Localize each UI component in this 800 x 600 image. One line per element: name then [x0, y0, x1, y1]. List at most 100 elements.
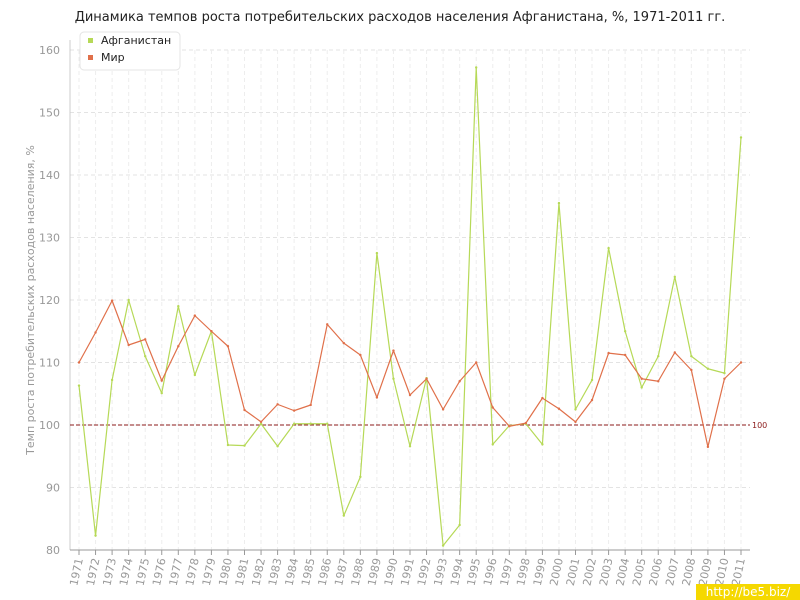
data-point — [359, 353, 362, 357]
data-point — [292, 422, 296, 425]
data-point — [144, 338, 147, 341]
data-point — [309, 403, 312, 407]
data-point — [475, 361, 478, 364]
data-point — [590, 398, 594, 402]
data-point — [342, 514, 345, 517]
x-tick-label: 1981 — [233, 557, 252, 587]
data-point — [144, 355, 147, 358]
x-tick-label: 1989 — [365, 557, 384, 587]
data-point — [706, 367, 710, 370]
y-axis-title: Темп роста потребительских расходов насе… — [24, 145, 37, 456]
series-0 — [77, 66, 743, 547]
data-point — [408, 393, 412, 397]
y-tick-label: 150 — [39, 107, 60, 120]
data-point — [160, 379, 163, 382]
data-point — [326, 422, 329, 425]
y-tick-label: 90 — [46, 482, 60, 495]
x-tick-label: 1983 — [266, 557, 285, 587]
data-point — [657, 355, 660, 358]
data-point — [77, 361, 81, 364]
data-point — [623, 330, 627, 333]
legend-swatch — [88, 38, 93, 43]
data-point — [110, 299, 114, 302]
x-tick-label: 1991 — [398, 557, 417, 587]
data-point — [723, 377, 726, 380]
y-tick-label: 100 — [39, 419, 60, 432]
y-tick-label: 120 — [39, 294, 60, 307]
y-tick-label: 80 — [46, 544, 60, 557]
x-tick-label: 1978 — [183, 557, 202, 587]
x-tick-label: 1994 — [448, 557, 467, 587]
data-point — [292, 409, 296, 412]
x-tick-label: 1993 — [431, 557, 450, 587]
data-point — [458, 523, 461, 527]
data-point — [541, 396, 544, 400]
data-point — [690, 355, 693, 358]
x-tick-label: 2004 — [614, 557, 633, 587]
data-point — [309, 422, 312, 425]
data-point — [127, 298, 130, 302]
data-point — [94, 534, 97, 537]
data-point — [392, 377, 395, 380]
data-point — [441, 408, 445, 411]
data-point — [94, 331, 97, 334]
data-point — [259, 422, 263, 425]
x-tick-label: 1998 — [514, 557, 533, 587]
data-point — [508, 425, 511, 428]
data-point — [640, 386, 643, 389]
x-tick-label: 2008 — [680, 557, 699, 587]
data-point — [177, 345, 180, 348]
data-point — [574, 420, 577, 424]
x-tick-label: 1977 — [167, 557, 186, 587]
reference-line-label: 100 — [752, 421, 767, 430]
data-point — [673, 351, 676, 354]
legend-label: Мир — [101, 51, 125, 64]
data-point — [193, 314, 197, 317]
data-point — [706, 445, 710, 449]
data-point — [607, 351, 610, 355]
data-point — [193, 373, 197, 377]
data-point — [210, 330, 213, 333]
x-tick-label: 1984 — [283, 557, 302, 587]
x-tick-label: 2007 — [663, 557, 682, 587]
x-tick-label: 1999 — [531, 557, 550, 587]
x-tick-label: 1974 — [117, 557, 136, 587]
x-tick-label: 2010 — [713, 557, 732, 587]
data-point — [375, 251, 379, 255]
y-tick-label: 160 — [39, 44, 60, 57]
x-tick-label: 1995 — [465, 557, 484, 587]
x-tick-label: 1982 — [249, 557, 268, 587]
x-tick-label: 2009 — [696, 557, 715, 587]
axes: 8090100110120130140150160197119721973197… — [24, 40, 750, 587]
legend-label: Афганистан — [101, 34, 171, 47]
data-point — [226, 345, 230, 348]
data-point — [491, 443, 494, 446]
data-point — [392, 349, 395, 352]
data-point — [623, 353, 627, 357]
chart-title: Динамика темпов роста потребительских ра… — [74, 10, 726, 25]
data-point — [739, 361, 743, 364]
data-point — [226, 443, 230, 447]
data-point — [243, 444, 246, 447]
data-point — [723, 371, 726, 375]
reference-line-group: 100 — [70, 421, 767, 430]
data-point — [160, 391, 163, 395]
data-point — [276, 403, 279, 406]
data-point — [607, 246, 610, 250]
data-point — [276, 445, 279, 448]
x-tick-label: 1985 — [299, 557, 318, 587]
data-point — [359, 475, 362, 479]
watermark: http://be5.biz/ — [696, 584, 800, 600]
x-tick-label: 1973 — [100, 557, 119, 587]
data-point — [673, 275, 676, 279]
data-point — [326, 323, 329, 326]
data-point — [557, 201, 561, 205]
data-point — [574, 408, 577, 411]
data-point — [657, 380, 660, 383]
data-point — [541, 443, 544, 446]
data-point — [690, 368, 693, 372]
x-tick-label: 2003 — [597, 557, 616, 587]
data-point — [524, 421, 528, 425]
x-tick-label: 2000 — [547, 557, 566, 587]
